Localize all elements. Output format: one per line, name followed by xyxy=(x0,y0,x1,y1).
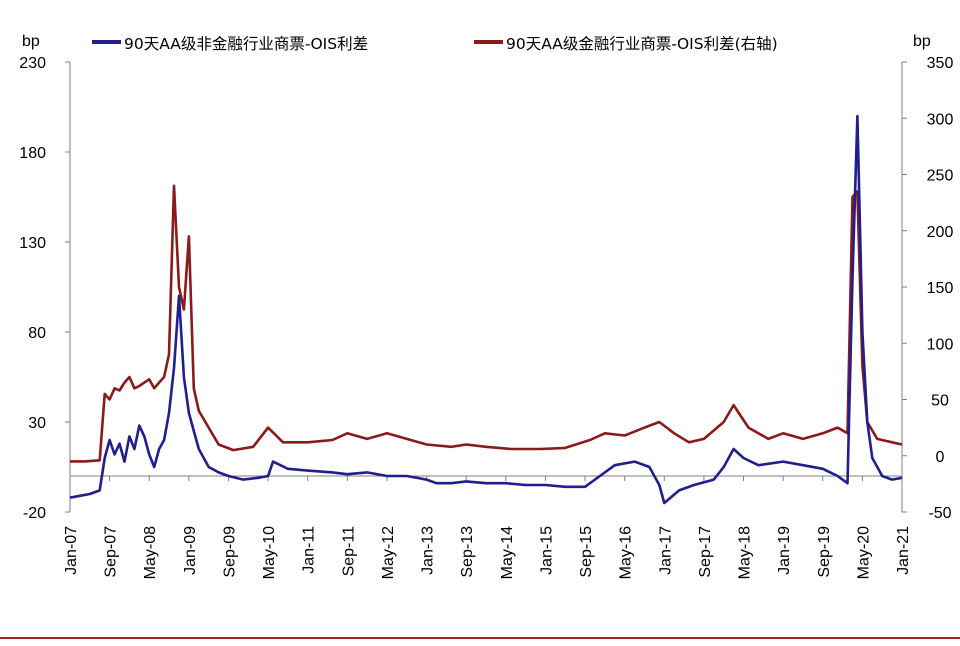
x-tick-label: May-16 xyxy=(618,526,635,579)
x-tick-label: Sep-17 xyxy=(697,526,714,578)
legend-label-financial: 90天AA级金融行业商票-OIS利差(右轴) xyxy=(506,35,778,53)
right-tick-label: 250 xyxy=(927,168,954,185)
x-tick-label: Jan-15 xyxy=(538,526,555,575)
series-layer xyxy=(69,114,903,505)
x-tick-label: Sep-15 xyxy=(578,526,595,578)
legend: 90天AA级非金融行业商票-OIS利差 90天AA级金融行业商票-OIS利差(右… xyxy=(92,35,778,53)
left-tick-label: 230 xyxy=(19,55,46,72)
x-tick-label: Jan-09 xyxy=(182,526,199,575)
x-tick-label: May-08 xyxy=(142,526,159,579)
right-tick-label: 350 xyxy=(927,55,954,72)
right-tick-label: 100 xyxy=(927,336,954,353)
x-tick-label: May-12 xyxy=(380,526,397,579)
x-tick-label: Sep-11 xyxy=(340,526,357,577)
right-axis-unit-label: bp xyxy=(913,33,931,50)
right-tick-label: 0 xyxy=(936,449,945,466)
x-tick-label: May-10 xyxy=(261,526,278,579)
x-tick-label: Jan-19 xyxy=(776,526,793,575)
right-tick-label: 300 xyxy=(927,111,954,128)
right-tick-label: 200 xyxy=(927,224,954,241)
left-tick-label: 80 xyxy=(28,325,46,342)
left-tick-label: 180 xyxy=(19,145,46,162)
x-tick-label: Sep-19 xyxy=(816,526,833,578)
left-tick-label: 30 xyxy=(28,415,46,432)
x-tick-label: Sep-09 xyxy=(221,526,238,578)
x-tick-label: Jan-13 xyxy=(420,526,437,575)
right-tick-label: -50 xyxy=(928,505,951,522)
x-tick-label: Jan-07 xyxy=(63,526,80,575)
x-tick-label: May-18 xyxy=(737,526,754,579)
x-tick-label: May-14 xyxy=(499,526,516,579)
left-tick-label: -20 xyxy=(23,505,46,522)
series-line-financial xyxy=(70,184,903,463)
x-tick-label: May-20 xyxy=(855,526,872,579)
legend-label-nonfinancial: 90天AA级非金融行业商票-OIS利差 xyxy=(124,35,368,53)
right-tick-label: 150 xyxy=(927,280,954,297)
left-axis-unit-label: bp xyxy=(22,33,40,50)
left-tick-label: 130 xyxy=(19,235,46,252)
x-tick-label: Jan-17 xyxy=(657,526,674,575)
series-line-nonfinancial xyxy=(69,114,903,505)
x-tick-label: Jan-11 xyxy=(301,526,318,574)
x-tick-label: Sep-13 xyxy=(459,526,476,578)
right-tick-label: 50 xyxy=(931,393,949,410)
x-axis: Jan-07 Sep-07 May-08 Jan-09 Sep-09 May-10 Jan-… xyxy=(63,475,912,579)
right-y-axis: -50 0 50 100 150 200 250 300 350 xyxy=(901,55,954,522)
x-tick-label: Jan-21 xyxy=(895,526,912,575)
x-tick-label: Sep-07 xyxy=(103,526,120,578)
left-y-axis: -20 30 80 130 180 230 xyxy=(19,55,71,522)
